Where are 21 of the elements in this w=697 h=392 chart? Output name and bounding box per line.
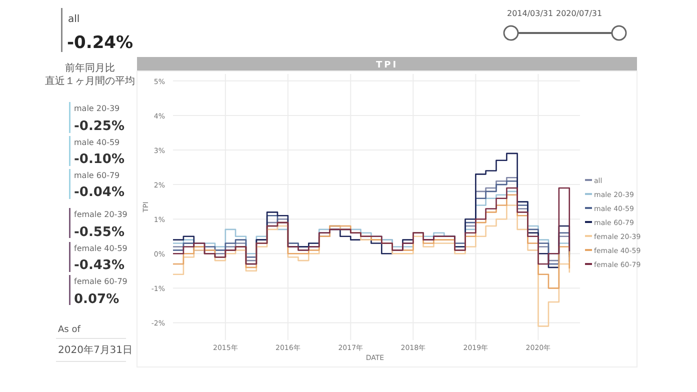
text: -0.25% [74, 119, 124, 134]
text: 前年同月比 [65, 62, 115, 74]
text: 2014/03/31 [507, 9, 554, 18]
text: all [68, 14, 80, 25]
text: 2020/07/31 [556, 9, 602, 18]
text: 直近１ヶ月間の平均 [45, 75, 135, 87]
text: male 20-39 [74, 104, 120, 113]
text: male 60-79 [74, 171, 120, 180]
text: female 60-79 [74, 277, 128, 286]
text: male 40-59 [74, 138, 120, 147]
text: -0.43% [74, 258, 124, 273]
text: 0.07% [74, 292, 120, 307]
text: -0.10% [74, 152, 124, 167]
text: As of [58, 325, 82, 335]
text: female 20-39 [74, 210, 128, 219]
text: -0.04% [74, 185, 124, 200]
text: -0.55% [74, 225, 124, 240]
text: -0.24% [67, 33, 134, 53]
text: female 40-59 [74, 244, 128, 253]
chart-title: TPI [376, 60, 398, 70]
text: 2020年7月31日 [58, 344, 133, 356]
